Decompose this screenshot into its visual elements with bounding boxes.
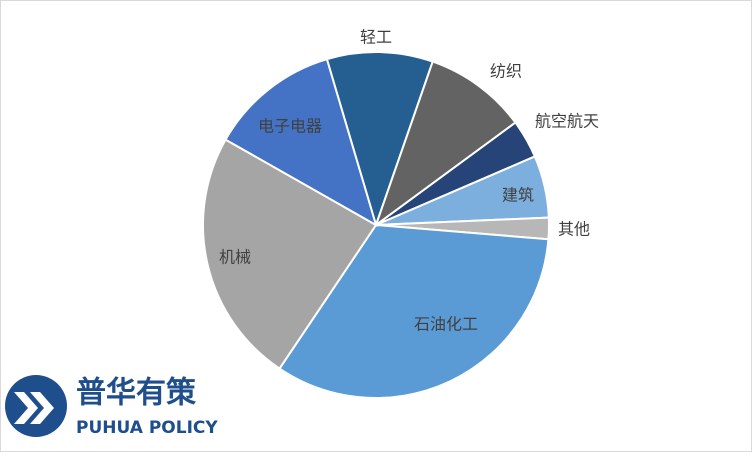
- slice-label: 其他: [558, 220, 590, 239]
- pie-slice: [224, 57, 378, 228]
- logo-name: 普华有策: [76, 376, 196, 411]
- slice-label: 轻工: [360, 28, 392, 47]
- slice-label: 建筑: [502, 186, 534, 205]
- slice-label: 电子电器: [258, 117, 322, 136]
- pie-slice: [202, 138, 378, 370]
- logo-stripes: [14, 392, 54, 424]
- logo: 普华有策 PUHUA POLICY: [5, 375, 218, 438]
- pie-slice: [325, 51, 434, 229]
- slice-label: 石油化工: [414, 315, 478, 334]
- slice-label: 纺织: [490, 62, 522, 81]
- logo-subtitle: PUHUA POLICY: [76, 418, 218, 438]
- slice-label: 航空航天: [535, 112, 599, 131]
- pie-slice: [374, 60, 517, 228]
- slice-label: 机械: [219, 248, 251, 267]
- pie-slice: [278, 223, 550, 399]
